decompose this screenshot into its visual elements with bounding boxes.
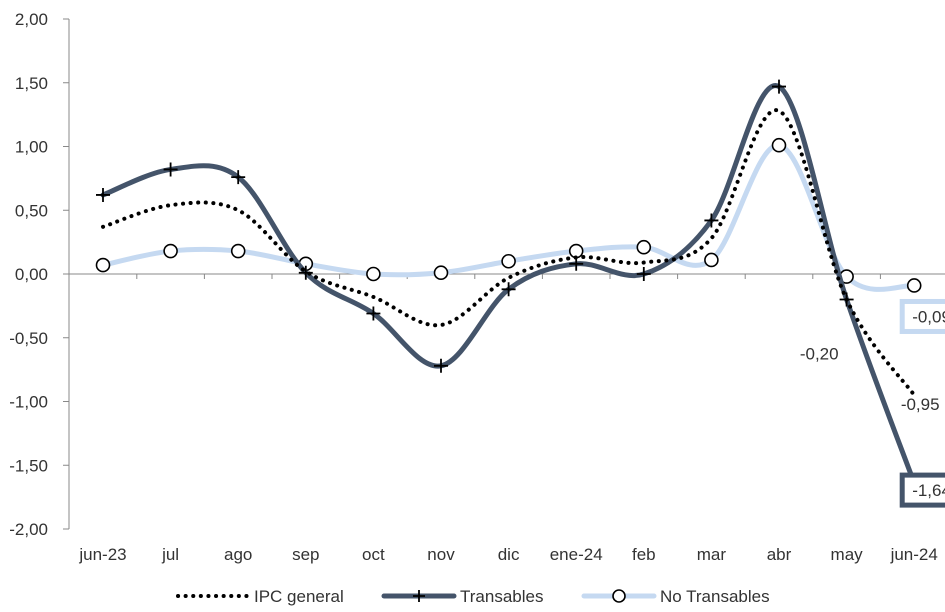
series-no-transables [95, 137, 922, 293]
legend-label: No Transables [660, 587, 770, 606]
x-tick-label: jun-24 [890, 545, 938, 564]
legend-label: Transables [460, 587, 543, 606]
point-marker-circle [704, 252, 719, 268]
x-tick-label: ago [224, 545, 252, 564]
chart-axes: 2,00 1,50 1,00 0,50 0,00 -0,50 -1,00 -1,50 -2,00… [9, 10, 945, 564]
point-marker-circle [163, 243, 178, 259]
data-label-box [899, 298, 945, 334]
y-tick-label: -1,00 [9, 393, 48, 412]
x-tick-label: mar [697, 545, 727, 564]
x-tick-label: jun-23 [78, 545, 126, 564]
point-marker-plus [434, 358, 448, 373]
data-label-box [899, 472, 945, 508]
legend-item-transables: Transables [381, 587, 543, 606]
y-tick-label: -0,50 [9, 329, 48, 348]
point-marker-plus [231, 170, 246, 185]
point-marker-circle [366, 266, 381, 282]
y-tick-label: -2,00 [9, 520, 48, 539]
legend-marker-plus [413, 590, 425, 602]
x-tick-label: nov [427, 545, 455, 564]
y-tick-label: 2,00 [15, 10, 48, 29]
point-marker-circle [501, 253, 516, 269]
legend-marker-circle [612, 589, 626, 603]
point-marker-plus [501, 282, 516, 297]
point-marker-circle [230, 243, 246, 259]
point-marker-circle [433, 265, 449, 281]
series-ipc-general [101, 108, 917, 398]
series-line [100, 83, 917, 486]
point-marker-plus [96, 187, 110, 202]
data-label: -0,20 [800, 345, 839, 364]
x-tick-label: jul [161, 545, 179, 564]
point-marker-circle [771, 137, 787, 153]
x-tick-label: sep [292, 545, 319, 564]
legend-item-no-transables: No Transables [581, 587, 770, 606]
y-tick-label: 1,00 [15, 138, 48, 157]
x-tick-label: oct [362, 545, 385, 564]
series-layer [95, 79, 922, 491]
x-tick-label: ene-24 [550, 545, 603, 564]
legend-label: IPC general [254, 587, 344, 606]
point-marker-plus [163, 162, 178, 177]
x-tick-label: may [831, 545, 864, 564]
data-label: -0,09 [912, 307, 945, 326]
legend-item-ipc-general: IPC general [176, 587, 344, 606]
point-marker-circle [636, 239, 652, 255]
y-tick-label: 0,50 [15, 201, 48, 220]
legend: IPC general Transables No Transables [176, 587, 770, 606]
data-label: -1,64 [912, 481, 945, 500]
y-tick-label: 0,00 [15, 265, 48, 284]
point-marker-circle [95, 257, 111, 273]
y-tick-label: -1,50 [9, 456, 48, 475]
point-marker-plus [772, 79, 786, 94]
point-marker-circle [906, 278, 922, 293]
x-tick-label: feb [632, 545, 656, 564]
x-tick-label: dic [498, 545, 520, 564]
data-labels-layer: -0,20 -0,95 -1,64 -0,09 [800, 298, 945, 508]
x-tick-label: abr [767, 545, 792, 564]
point-marker-plus [366, 306, 381, 321]
data-label: -0,95 [901, 395, 940, 414]
series-line [101, 108, 917, 398]
y-tick-label: 1,50 [15, 74, 48, 93]
point-marker-plus [636, 267, 651, 281]
point-marker-plus [704, 213, 719, 228]
